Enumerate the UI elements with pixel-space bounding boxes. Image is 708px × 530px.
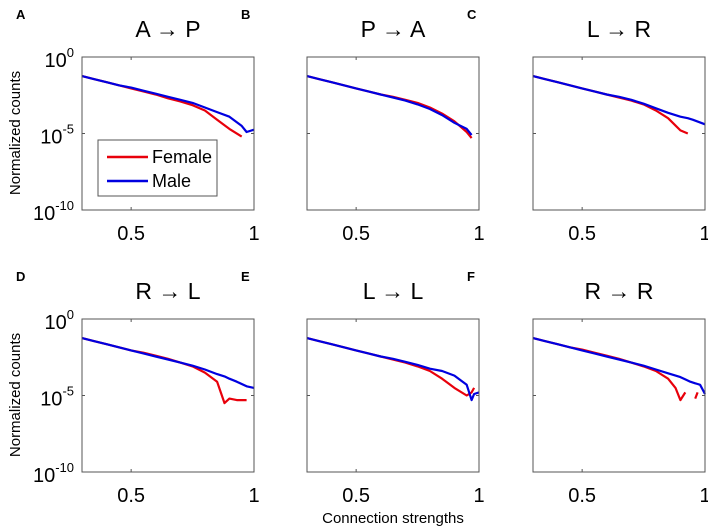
series-female: [306, 337, 476, 397]
panel-A: A A → P 0.5 1 100 10-5 10-10 Female Male: [16, 7, 260, 245]
panel-label: E: [241, 269, 250, 284]
x-tick-label: 1: [473, 223, 484, 245]
panel-title: L → R: [587, 16, 651, 42]
axes-box: [306, 56, 480, 211]
axes-box: [532, 318, 706, 473]
series-male: [306, 337, 480, 402]
series-female: [81, 75, 243, 138]
series-male: [306, 75, 473, 136]
legend-label: Female: [152, 147, 212, 167]
axes-box: [81, 318, 255, 473]
y-axis-label: Normalized counts: [7, 71, 24, 195]
series-male: [532, 337, 706, 395]
panel-title: L → L: [363, 278, 424, 304]
panel-label: D: [16, 269, 25, 284]
panel-label: B: [241, 7, 250, 22]
x-tick-label: 0.5: [342, 223, 370, 245]
axes-box: [306, 318, 480, 473]
y-axis-label: Normalized counts: [7, 333, 24, 457]
x-tick-label: 0.5: [568, 223, 596, 245]
series-female: [81, 337, 247, 405]
legend: Female Male: [97, 139, 218, 197]
series-male: [532, 75, 706, 126]
panel-B: B P → A 0.5 1: [241, 7, 485, 245]
x-tick-label: 0.5: [568, 485, 596, 507]
series-female: [532, 337, 699, 402]
y-tick-label: 10-10: [33, 198, 74, 225]
series-female: [306, 75, 473, 139]
y-tick-label: 100: [45, 307, 74, 334]
panel-title: R → R: [585, 278, 654, 304]
panel-C: C L → R 0.5 1: [467, 7, 708, 245]
panel-F: F R → R 0.5 1: [467, 269, 708, 507]
series-male: [81, 337, 255, 389]
x-tick-label: 1: [699, 223, 708, 245]
x-tick-label: 1: [699, 485, 708, 507]
legend-label: Male: [152, 171, 191, 191]
panel-title: R → L: [135, 278, 200, 304]
y-tick-label: 10-5: [40, 384, 74, 411]
panel-D: D R → L 0.5 1 100 10-5 10-10: [16, 269, 260, 507]
x-tick-label: 1: [248, 223, 259, 245]
y-tick-label: 10-5: [40, 122, 74, 149]
panel-E: E L → L 0.5 1: [241, 269, 485, 507]
x-axis-label: Connection strengths: [322, 510, 464, 527]
x-tick-label: 1: [473, 485, 484, 507]
panel-label: C: [467, 7, 477, 22]
panel-title: A → P: [135, 16, 200, 42]
x-tick-label: 0.5: [117, 485, 145, 507]
y-tick-label: 100: [45, 45, 74, 72]
series-female: [532, 75, 689, 135]
panel-label: F: [467, 269, 475, 284]
panel-label: A: [16, 7, 26, 22]
y-tick-label: 10-10: [33, 460, 74, 487]
panel-title: P → A: [361, 16, 426, 42]
x-tick-label: 0.5: [117, 223, 145, 245]
x-tick-label: 0.5: [342, 485, 370, 507]
x-tick-label: 1: [248, 485, 259, 507]
axes-box: [81, 56, 255, 211]
series-male: [81, 75, 255, 134]
axes-box: [532, 56, 706, 211]
